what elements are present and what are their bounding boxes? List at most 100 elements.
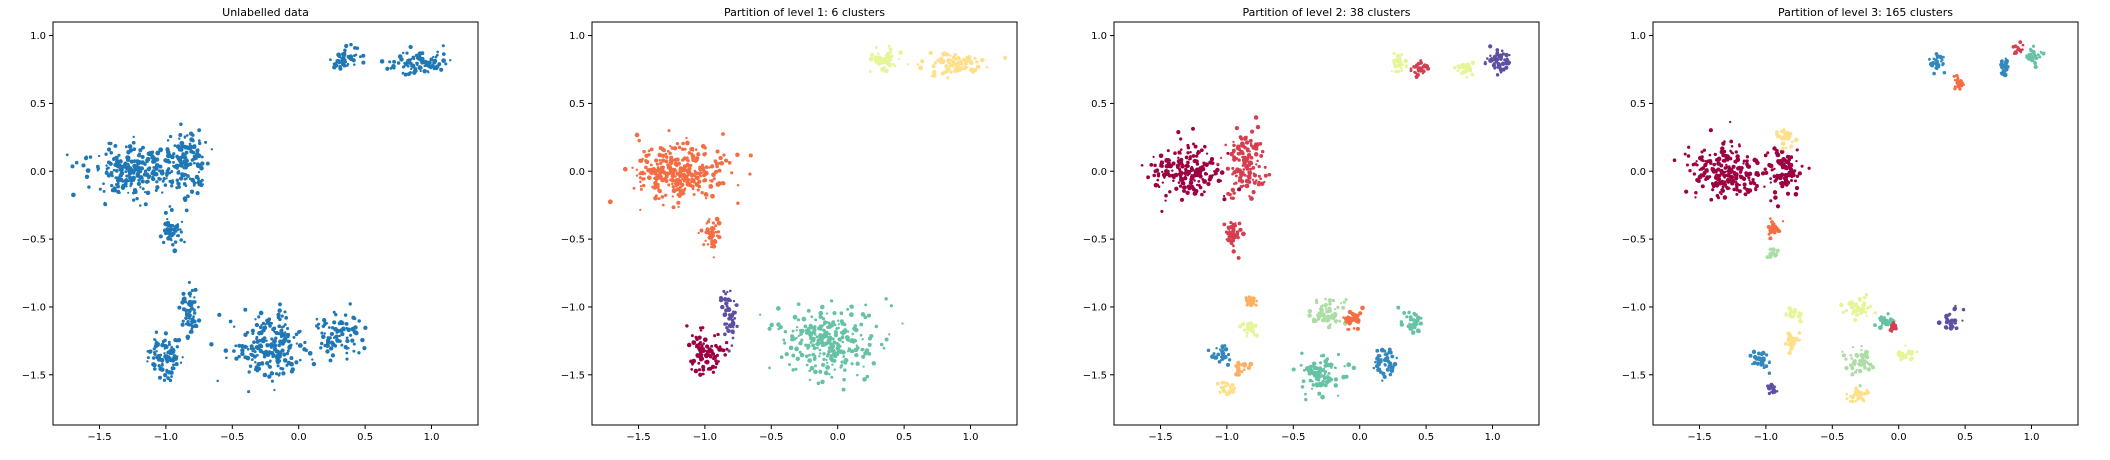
data-point (732, 310, 735, 313)
data-point (1778, 135, 1782, 139)
data-point (701, 326, 705, 330)
data-point (117, 153, 121, 157)
data-point (1865, 389, 1870, 393)
data-point (1395, 53, 1401, 59)
data-point (1203, 145, 1207, 149)
data-point (1772, 174, 1777, 179)
data-point (243, 307, 248, 312)
data-point (1317, 369, 1322, 374)
data-point (607, 199, 613, 205)
data-point (1878, 325, 1883, 331)
data-point (856, 373, 859, 377)
data-point (131, 170, 134, 174)
data-point (839, 319, 844, 324)
data-point (258, 343, 263, 348)
data-point (1416, 68, 1421, 73)
data-point (966, 66, 969, 69)
data-point (272, 340, 275, 343)
data-point (275, 372, 279, 376)
data-point (682, 164, 687, 169)
data-point (1841, 350, 1844, 354)
data-point (1381, 371, 1386, 376)
data-point (700, 191, 704, 195)
data-point (269, 345, 274, 349)
data-point (686, 158, 690, 163)
data-point (1173, 172, 1179, 178)
data-point (358, 55, 362, 59)
data-point (736, 184, 740, 187)
data-point (186, 146, 190, 150)
data-point (335, 338, 339, 342)
data-point (669, 178, 673, 182)
data-point (641, 177, 645, 180)
data-point (918, 65, 923, 71)
data-point (818, 369, 823, 374)
data-point (779, 355, 784, 360)
data-point (1396, 305, 1401, 310)
data-point (867, 351, 872, 356)
data-point (249, 352, 253, 356)
data-point (1841, 353, 1846, 358)
data-point (928, 50, 933, 56)
data-point (827, 324, 833, 329)
data-point (1734, 161, 1738, 164)
data-point (652, 185, 657, 190)
data-point (1942, 70, 1947, 75)
data-point (833, 323, 837, 327)
data-point (1712, 162, 1716, 167)
data-point (74, 160, 79, 165)
data-point (1329, 366, 1333, 369)
data-point (1953, 85, 1957, 88)
data-point (1934, 63, 1939, 67)
data-point (1405, 315, 1409, 319)
data-point (711, 370, 716, 374)
data-point (1708, 158, 1713, 164)
data-point (1171, 161, 1176, 166)
data-point (179, 122, 183, 127)
data-point (812, 329, 816, 334)
data-point (337, 54, 342, 59)
data-point (97, 154, 101, 158)
data-point (441, 44, 445, 48)
data-point (1202, 190, 1206, 194)
data-point (1752, 157, 1758, 163)
data-point (795, 329, 798, 332)
data-point (1393, 69, 1398, 74)
data-point (165, 368, 169, 372)
data-point (1157, 185, 1161, 188)
data-point (1936, 54, 1939, 57)
data-point (1770, 164, 1774, 168)
data-point (169, 223, 173, 228)
data-point (250, 358, 254, 361)
data-point (286, 360, 292, 366)
data-point (840, 360, 844, 364)
data-point (1722, 149, 1727, 154)
data-point (396, 61, 401, 65)
data-point (707, 235, 712, 240)
data-point (1961, 307, 1966, 312)
data-point (225, 356, 228, 360)
data-point (795, 336, 798, 340)
data-point (675, 158, 678, 162)
data-point (639, 180, 642, 184)
data-point (234, 344, 238, 348)
data-point (405, 51, 409, 55)
data-point (941, 52, 944, 56)
data-point (285, 351, 290, 356)
data-point (1861, 362, 1866, 367)
data-point (1186, 151, 1190, 155)
data-point (833, 330, 838, 335)
data-point (197, 170, 201, 174)
data-point (1216, 352, 1221, 357)
data-point (144, 179, 150, 184)
data-point (707, 348, 712, 353)
data-point (642, 183, 646, 188)
data-point (1409, 326, 1414, 331)
data-point (276, 312, 281, 317)
data-point (419, 69, 422, 73)
data-point (686, 342, 692, 348)
data-point (1764, 170, 1769, 176)
data-point (182, 166, 186, 170)
data-point (158, 234, 163, 239)
data-point (1414, 319, 1418, 323)
